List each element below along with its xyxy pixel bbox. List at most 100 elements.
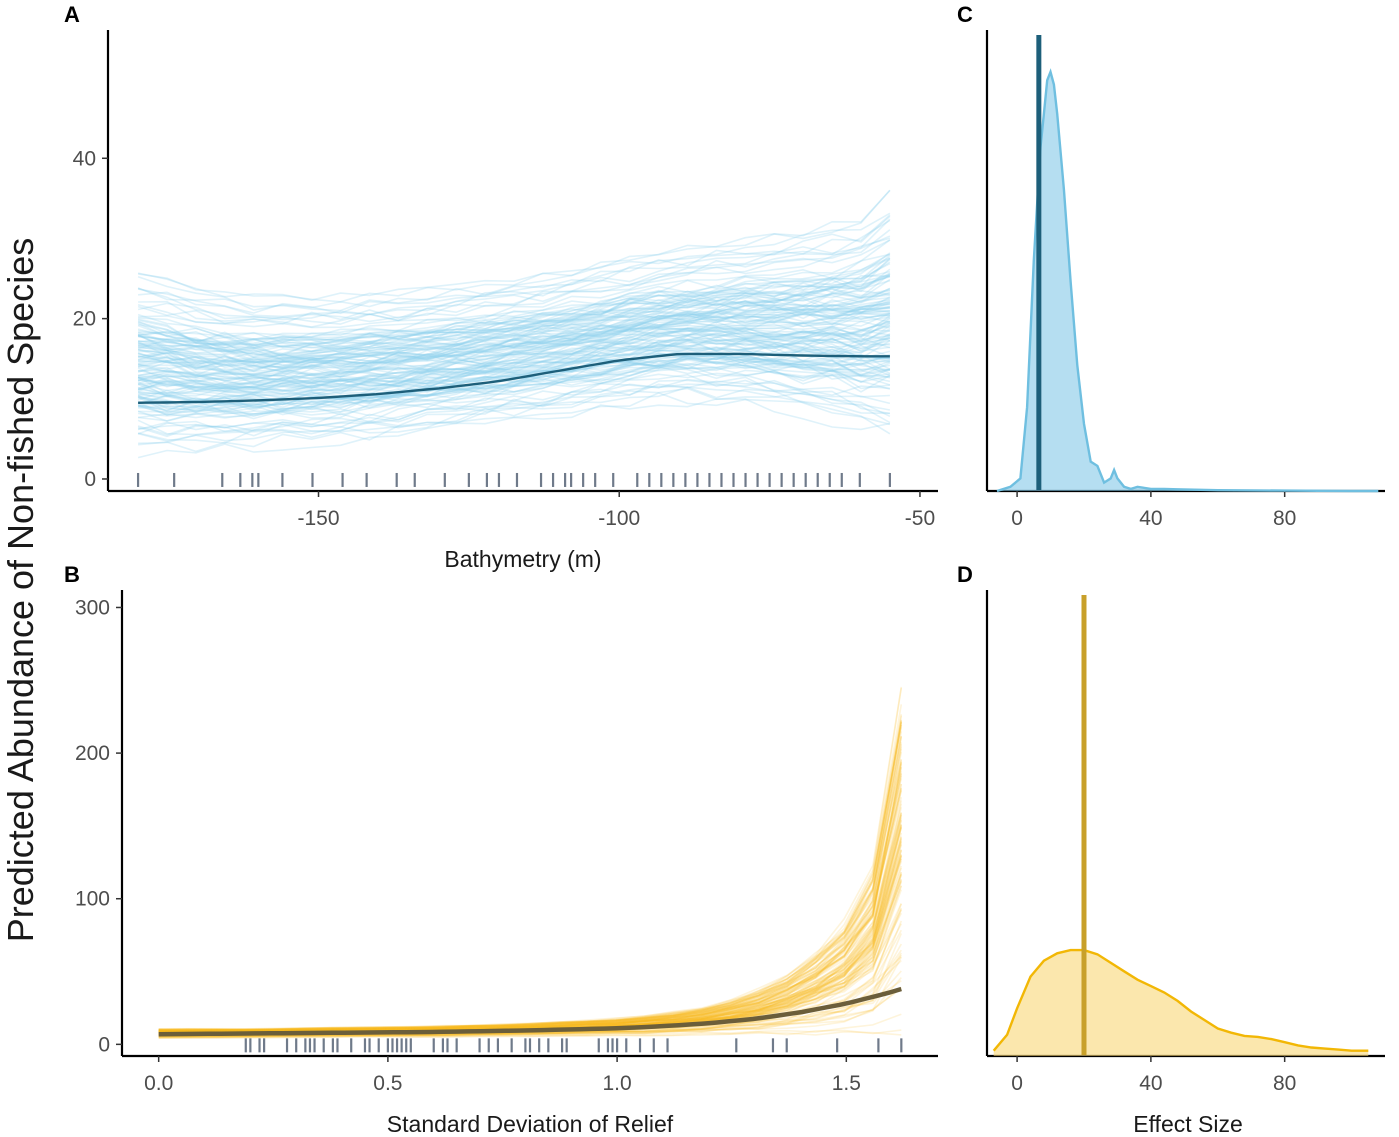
panel-b-draw-line bbox=[158, 686, 903, 1030]
panel-b-draw-line bbox=[158, 977, 902, 1038]
panel-b-draw-line bbox=[158, 775, 903, 1033]
panel-a-draw-line bbox=[137, 308, 891, 371]
panel-b-draw-line bbox=[158, 778, 903, 1032]
panel-a-draw-line bbox=[137, 315, 891, 377]
panel-a-draw-line bbox=[137, 337, 891, 392]
panel-a-draw-line bbox=[138, 333, 891, 393]
panel-a-draw-line bbox=[138, 360, 890, 413]
panel-a-draw-line bbox=[138, 303, 890, 373]
panel-b-relief: 0.0 0.5 1.0 1.5 0 100 200 300 bbox=[75, 590, 938, 1095]
panel-b-draw-line bbox=[158, 715, 903, 1031]
panel-a-draw-line bbox=[138, 330, 891, 390]
panel-a-draw-line bbox=[137, 337, 891, 395]
panel-a-draw-line bbox=[137, 380, 891, 436]
panel-b-draw-line bbox=[158, 773, 903, 1033]
panel-a-draw-line bbox=[138, 297, 891, 364]
panel-b-draw-line bbox=[158, 814, 903, 1034]
panel-b-draw-line bbox=[158, 714, 903, 1031]
panel-a-draw-line bbox=[138, 337, 891, 395]
panel-b-draw-line bbox=[158, 687, 903, 1031]
panel-a-draw-line bbox=[137, 270, 891, 347]
panel-a-draw-line bbox=[138, 296, 891, 369]
panel-a-draw-line bbox=[137, 329, 891, 383]
panel-b-draw-line bbox=[158, 746, 903, 1032]
panel-d-x-tick-label: 80 bbox=[1273, 1072, 1296, 1095]
panel-a-draw-line bbox=[137, 373, 891, 436]
panel-a-x-tick-label: -100 bbox=[598, 507, 640, 530]
panel-a-draw-line bbox=[138, 253, 891, 341]
panel-a-draw-line bbox=[137, 268, 891, 349]
panel-b-draw-line bbox=[158, 1013, 902, 1039]
panel-b-draw-line bbox=[158, 736, 903, 1031]
panel-a-draw-line bbox=[137, 306, 890, 370]
panel-a-draw-line bbox=[138, 274, 891, 351]
panel-a-draw-line bbox=[137, 254, 891, 348]
panel-a-draw-line bbox=[138, 287, 891, 357]
panel-a-draw-line bbox=[138, 364, 891, 417]
panel-a-x-tick-label: -150 bbox=[297, 507, 339, 530]
panel-b-draw-line bbox=[158, 704, 903, 1031]
panel-a-draw-line bbox=[137, 276, 891, 353]
panel-a-draw-line bbox=[137, 275, 891, 355]
panel-a-draw-line bbox=[137, 239, 891, 323]
x-axis-title-b: Standard Deviation of Relief bbox=[387, 1111, 674, 1137]
panel-a-draw-line bbox=[137, 328, 891, 392]
panel-a-draw-line bbox=[137, 335, 891, 393]
panel-a-draw-line bbox=[137, 379, 891, 438]
panel-b-draw-line bbox=[158, 970, 902, 1038]
panel-a-draw-line bbox=[137, 235, 891, 328]
panel-a-draw-line bbox=[138, 354, 891, 410]
panel-a-draw-line bbox=[137, 310, 891, 370]
panel-a-draw-line bbox=[138, 218, 891, 318]
panel-a-draw-line bbox=[138, 239, 891, 329]
panel-a-draw-line bbox=[137, 335, 891, 396]
panel-a-mean-line bbox=[138, 352, 890, 404]
panel-a-draw-line bbox=[137, 376, 890, 435]
panel-b-draw-line bbox=[158, 766, 903, 1033]
panel-a-draw-line bbox=[137, 336, 891, 393]
panel-a-draw-line bbox=[137, 300, 891, 369]
panel-a-draw-line bbox=[137, 316, 891, 386]
panel-a-draw-line bbox=[138, 229, 891, 325]
panel-a-draw-line bbox=[137, 292, 891, 360]
panel-a-draw-line bbox=[137, 358, 891, 414]
panel-b-draw-line bbox=[158, 720, 903, 1032]
panel-b-draw-line bbox=[158, 731, 903, 1032]
panel-b-draw-line bbox=[158, 987, 902, 1039]
panel-a-y-tick-label: 20 bbox=[73, 308, 96, 331]
panel-b-draw-line bbox=[158, 735, 903, 1032]
panel-a-draw-line bbox=[137, 261, 891, 349]
panel-a-draw-line bbox=[137, 322, 891, 383]
panel-a-draw-line bbox=[137, 320, 891, 379]
panel-a-draw-line bbox=[137, 291, 891, 361]
panel-a-draw-line bbox=[137, 212, 891, 311]
panel-a-x-tick-label: -50 bbox=[905, 507, 935, 530]
panel-a-draw-line bbox=[138, 274, 890, 349]
panel-b-x-tick-label: 0.0 bbox=[144, 1072, 173, 1095]
panel-d-x-tick-label: 0 bbox=[1011, 1072, 1023, 1095]
panel-a-draw-line bbox=[137, 189, 891, 303]
panel-label-d: D bbox=[957, 562, 973, 587]
panel-a-draw-line bbox=[137, 342, 890, 398]
panel-a-draw-line bbox=[137, 306, 891, 366]
panel-a-draw-line bbox=[137, 359, 891, 416]
panel-a-draw-line bbox=[137, 272, 891, 346]
panel-a-draw-line bbox=[137, 237, 891, 325]
panel-a-draw-line bbox=[138, 347, 891, 404]
panel-a-draw-line bbox=[138, 317, 891, 381]
panel-b-x-tick-label: 0.5 bbox=[373, 1072, 402, 1095]
panel-b-draw-line bbox=[158, 767, 903, 1032]
panel-a-draw-line bbox=[138, 314, 891, 382]
panel-a-draw-line bbox=[137, 346, 891, 404]
panel-b-y-tick-label: 100 bbox=[75, 888, 110, 911]
panel-a-draw-line bbox=[137, 305, 890, 373]
panel-a-draw-line bbox=[137, 320, 891, 385]
panel-a-draw-line bbox=[138, 289, 891, 361]
panel-a-draw-line bbox=[137, 325, 891, 386]
panel-a-draw-line bbox=[138, 355, 891, 410]
panel-a-draw-line bbox=[137, 296, 890, 361]
panel-b-draw-line bbox=[158, 763, 903, 1033]
panel-b-draw-line bbox=[158, 724, 903, 1031]
panel-a-draw-line bbox=[137, 252, 891, 338]
